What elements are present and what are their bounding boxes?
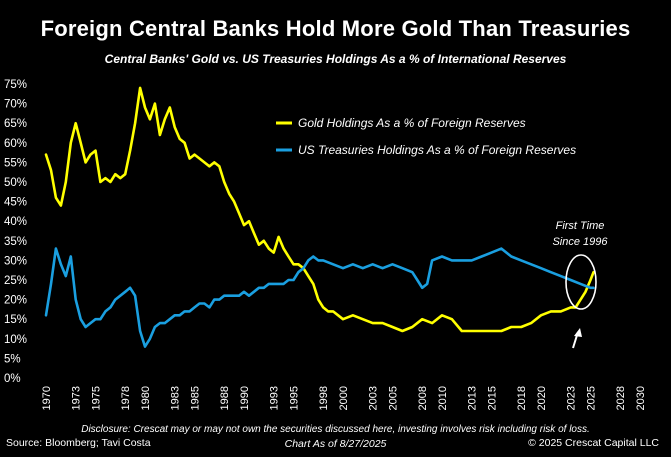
x-tick-label: 2003 bbox=[368, 386, 380, 410]
y-tick-label: 35% bbox=[4, 236, 27, 248]
x-tick-label: 1995 bbox=[289, 386, 301, 410]
y-tick-label: 0% bbox=[4, 373, 21, 385]
annotation-ellipse bbox=[565, 254, 597, 310]
y-tick-label: 70% bbox=[4, 99, 27, 111]
annotation-line-1: First Time bbox=[556, 220, 605, 232]
x-tick-label: 2028 bbox=[615, 386, 627, 410]
x-tick-label: 2008 bbox=[417, 386, 429, 410]
x-tick-label: 1983 bbox=[170, 386, 182, 410]
copyright-text: © 2025 Crescat Capital LLC bbox=[528, 437, 659, 449]
disclaimer-text: Disclosure: Crescat may or may not own t… bbox=[81, 424, 590, 435]
x-tick-label: 2023 bbox=[566, 386, 578, 410]
y-tick-label: 45% bbox=[4, 197, 27, 209]
x-tick-label: 1970 bbox=[41, 386, 53, 410]
y-tick-label: 15% bbox=[4, 314, 27, 326]
x-tick-label: 2030 bbox=[635, 386, 647, 410]
legend-label-gold: Gold Holdings As a % of Foreign Reserves bbox=[298, 116, 526, 130]
x-tick-label: 1993 bbox=[269, 386, 281, 410]
y-tick-label: 75% bbox=[4, 79, 27, 91]
y-tick-label: 65% bbox=[4, 118, 27, 130]
legend-label-treasuries: US Treasuries Holdings As a % of Foreign… bbox=[298, 143, 576, 157]
y-tick-label: 30% bbox=[4, 255, 27, 267]
x-tick-label: 1988 bbox=[219, 386, 231, 410]
chart-date-text: Chart As of 8/27/2025 bbox=[284, 438, 387, 450]
x-tick-label: 1973 bbox=[71, 386, 83, 410]
annotation-arrow-head bbox=[574, 328, 582, 337]
x-tick-label: 1975 bbox=[91, 386, 103, 410]
x-tick-label: 2013 bbox=[467, 386, 479, 410]
x-tick-label: 1998 bbox=[318, 386, 330, 410]
y-tick-label: 50% bbox=[4, 177, 27, 189]
x-tick-label: 1990 bbox=[239, 386, 251, 410]
y-tick-label: 60% bbox=[4, 138, 27, 150]
x-tick-label: 2015 bbox=[487, 386, 499, 410]
x-tick-label: 2018 bbox=[516, 386, 528, 410]
chart-title: Foreign Central Banks Hold More Gold Tha… bbox=[40, 16, 631, 41]
x-tick-label: 1985 bbox=[190, 386, 202, 410]
annotation-line-2: Since 1996 bbox=[552, 236, 608, 248]
treasuries-series-line bbox=[44, 247, 595, 348]
gold-series-line bbox=[44, 86, 595, 333]
y-tick-label: 40% bbox=[4, 216, 27, 228]
chart-subtitle: Central Banks' Gold vs. US Treasuries Ho… bbox=[104, 52, 567, 66]
x-tick-label: 2020 bbox=[536, 386, 548, 410]
y-tick-label: 10% bbox=[4, 334, 27, 346]
x-tick-label: 2010 bbox=[437, 386, 449, 410]
x-tick-label: 2005 bbox=[388, 386, 400, 410]
y-tick-label: 5% bbox=[4, 353, 21, 365]
y-tick-label: 55% bbox=[4, 157, 27, 169]
source-text: Source: Bloomberg; Tavi Costa bbox=[6, 437, 151, 449]
x-tick-label: 1978 bbox=[120, 386, 132, 410]
x-tick-label: 2000 bbox=[338, 386, 350, 410]
y-tick-label: 25% bbox=[4, 275, 27, 287]
x-tick-label: 1980 bbox=[140, 386, 152, 410]
x-tick-label: 2025 bbox=[586, 386, 598, 410]
y-tick-label: 20% bbox=[4, 295, 27, 307]
